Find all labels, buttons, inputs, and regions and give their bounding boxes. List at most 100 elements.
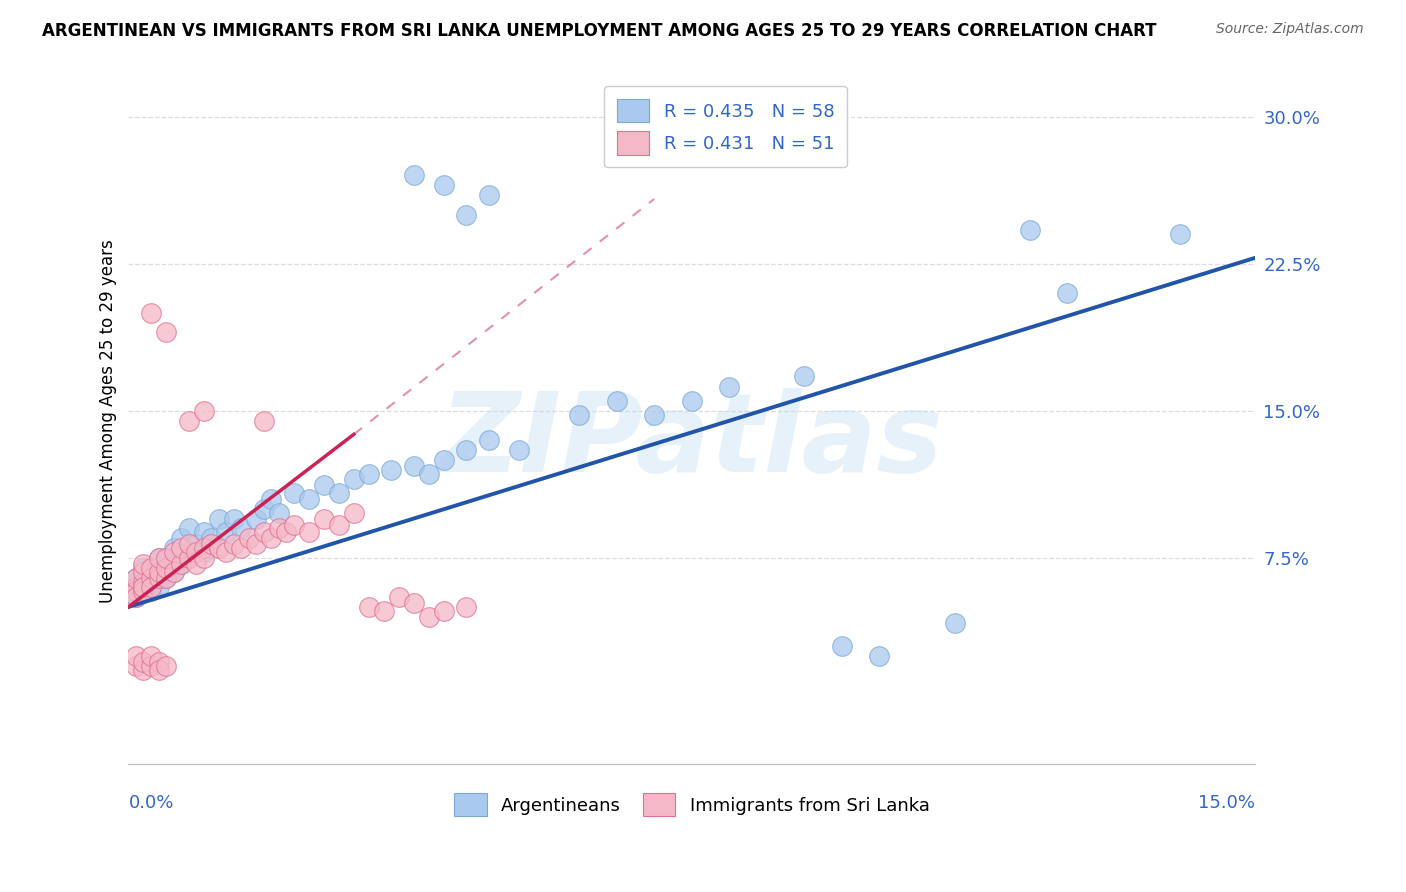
Point — [568, 408, 591, 422]
Point — [155, 550, 177, 565]
Point — [132, 565, 155, 579]
Point — [184, 537, 207, 551]
Point — [433, 604, 456, 618]
Point — [177, 550, 200, 565]
Point — [418, 609, 440, 624]
Point — [132, 580, 155, 594]
Point — [139, 580, 162, 594]
Point — [418, 467, 440, 481]
Point — [478, 188, 501, 202]
Point — [139, 560, 162, 574]
Point — [148, 550, 170, 565]
Point — [643, 408, 665, 422]
Point — [245, 537, 267, 551]
Point — [456, 443, 478, 458]
Point — [139, 565, 162, 579]
Point — [402, 169, 425, 183]
Point — [1018, 223, 1040, 237]
Point — [184, 545, 207, 559]
Point — [193, 550, 215, 565]
Point — [148, 663, 170, 677]
Point — [132, 570, 155, 584]
Point — [177, 537, 200, 551]
Point — [718, 380, 741, 394]
Point — [793, 368, 815, 383]
Point — [869, 648, 891, 663]
Point — [155, 570, 177, 584]
Y-axis label: Unemployment Among Ages 25 to 29 years: Unemployment Among Ages 25 to 29 years — [100, 239, 117, 602]
Point — [200, 531, 222, 545]
Point — [456, 208, 478, 222]
Point — [193, 545, 215, 559]
Text: ZIPatlas: ZIPatlas — [440, 388, 943, 495]
Point — [357, 599, 380, 614]
Point — [148, 550, 170, 565]
Point — [132, 584, 155, 599]
Point — [148, 655, 170, 669]
Text: 0.0%: 0.0% — [128, 795, 174, 813]
Point — [155, 560, 177, 574]
Point — [245, 511, 267, 525]
Point — [139, 658, 162, 673]
Point — [312, 478, 335, 492]
Point — [162, 545, 184, 559]
Point — [276, 525, 298, 540]
Point — [229, 521, 252, 535]
Point — [139, 584, 162, 599]
Point — [184, 557, 207, 571]
Point — [1056, 286, 1078, 301]
Point — [155, 326, 177, 340]
Point — [148, 570, 170, 584]
Point — [125, 580, 148, 594]
Point — [132, 560, 155, 574]
Point — [155, 658, 177, 673]
Point — [207, 511, 229, 525]
Point — [606, 394, 628, 409]
Point — [177, 550, 200, 565]
Point — [132, 584, 155, 599]
Point — [343, 473, 366, 487]
Point — [125, 648, 148, 663]
Point — [260, 492, 283, 507]
Point — [222, 537, 245, 551]
Point — [433, 453, 456, 467]
Point — [222, 511, 245, 525]
Point — [170, 531, 193, 545]
Point — [357, 467, 380, 481]
Point — [125, 584, 148, 599]
Point — [193, 541, 215, 555]
Point — [132, 557, 155, 571]
Point — [267, 506, 290, 520]
Point — [148, 565, 170, 579]
Point — [162, 541, 184, 555]
Point — [312, 511, 335, 525]
Point — [155, 550, 177, 565]
Point — [139, 306, 162, 320]
Point — [253, 525, 276, 540]
Point — [193, 525, 215, 540]
Point — [283, 517, 305, 532]
Point — [193, 404, 215, 418]
Point — [267, 521, 290, 535]
Point — [132, 663, 155, 677]
Point — [177, 414, 200, 428]
Point — [298, 492, 321, 507]
Point — [132, 655, 155, 669]
Point — [238, 531, 260, 545]
Point — [229, 541, 252, 555]
Point — [125, 580, 148, 594]
Point — [162, 565, 184, 579]
Point — [170, 557, 193, 571]
Point — [125, 590, 148, 604]
Point — [215, 525, 238, 540]
Point — [1168, 227, 1191, 242]
Point — [170, 557, 193, 571]
Point — [177, 521, 200, 535]
Point — [328, 486, 350, 500]
Point — [298, 525, 321, 540]
Point — [125, 658, 148, 673]
Point — [260, 531, 283, 545]
Point — [456, 599, 478, 614]
Point — [402, 596, 425, 610]
Point — [125, 570, 148, 584]
